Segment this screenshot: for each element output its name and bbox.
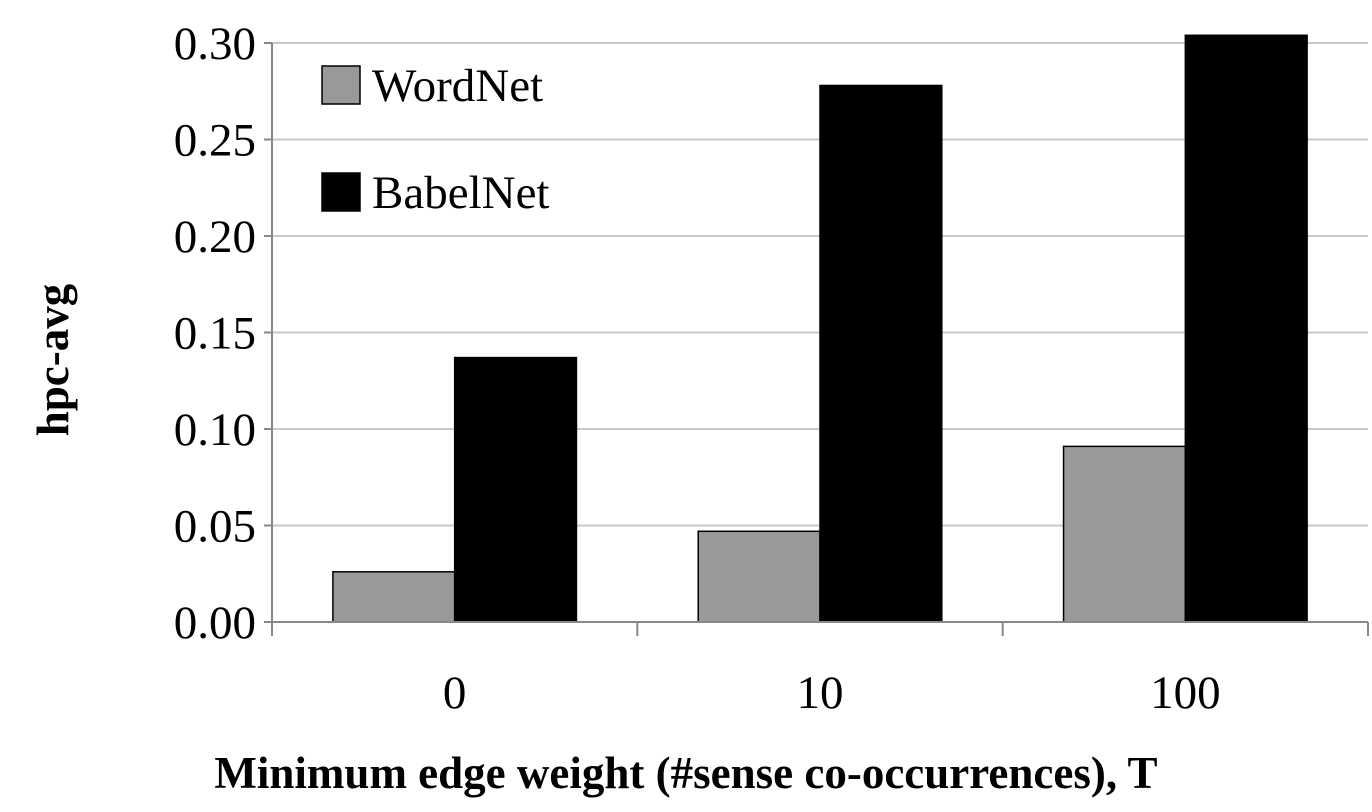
y-tick-label: 0.10	[174, 404, 256, 456]
bar-babelnet-0	[453, 356, 578, 623]
x-category-labels: 0 10 100	[443, 667, 1221, 719]
legend-swatch-babelnet	[321, 172, 361, 212]
y-tick-label: 0.05	[174, 501, 256, 553]
x-category-label: 0	[443, 667, 467, 719]
x-category-label: 100	[1150, 667, 1221, 719]
bar-babelnet-10	[819, 84, 943, 623]
y-tick-label: 0.30	[174, 18, 256, 70]
y-tick-label: 0.00	[174, 597, 256, 649]
y-tick-label: 0.20	[174, 211, 256, 263]
bar-wordnet-0	[332, 571, 456, 623]
bar-babelnet-100	[1184, 34, 1308, 623]
y-tick-label: 0.25	[174, 115, 256, 167]
y-tick-label: 0.15	[174, 308, 256, 360]
legend-swatch-wordnet	[321, 65, 361, 105]
bar-wordnet-10	[697, 530, 821, 623]
y-axis-title: hpc-avg	[28, 283, 78, 436]
legend: WordNet BabelNet	[321, 60, 550, 219]
x-axis-title: Minimum edge weight (#sense co-occurrenc…	[214, 748, 1157, 798]
legend-label-wordnet: WordNet	[372, 60, 543, 112]
bar-wordnet-100	[1062, 445, 1187, 623]
legend-label-babelnet: BabelNet	[372, 167, 550, 219]
axes	[264, 42, 1369, 636]
y-tick-labels: 0.00 0.05 0.10 0.15 0.20 0.25 0.30	[174, 18, 256, 649]
x-category-label: 10	[797, 667, 844, 719]
bars	[332, 34, 1308, 623]
